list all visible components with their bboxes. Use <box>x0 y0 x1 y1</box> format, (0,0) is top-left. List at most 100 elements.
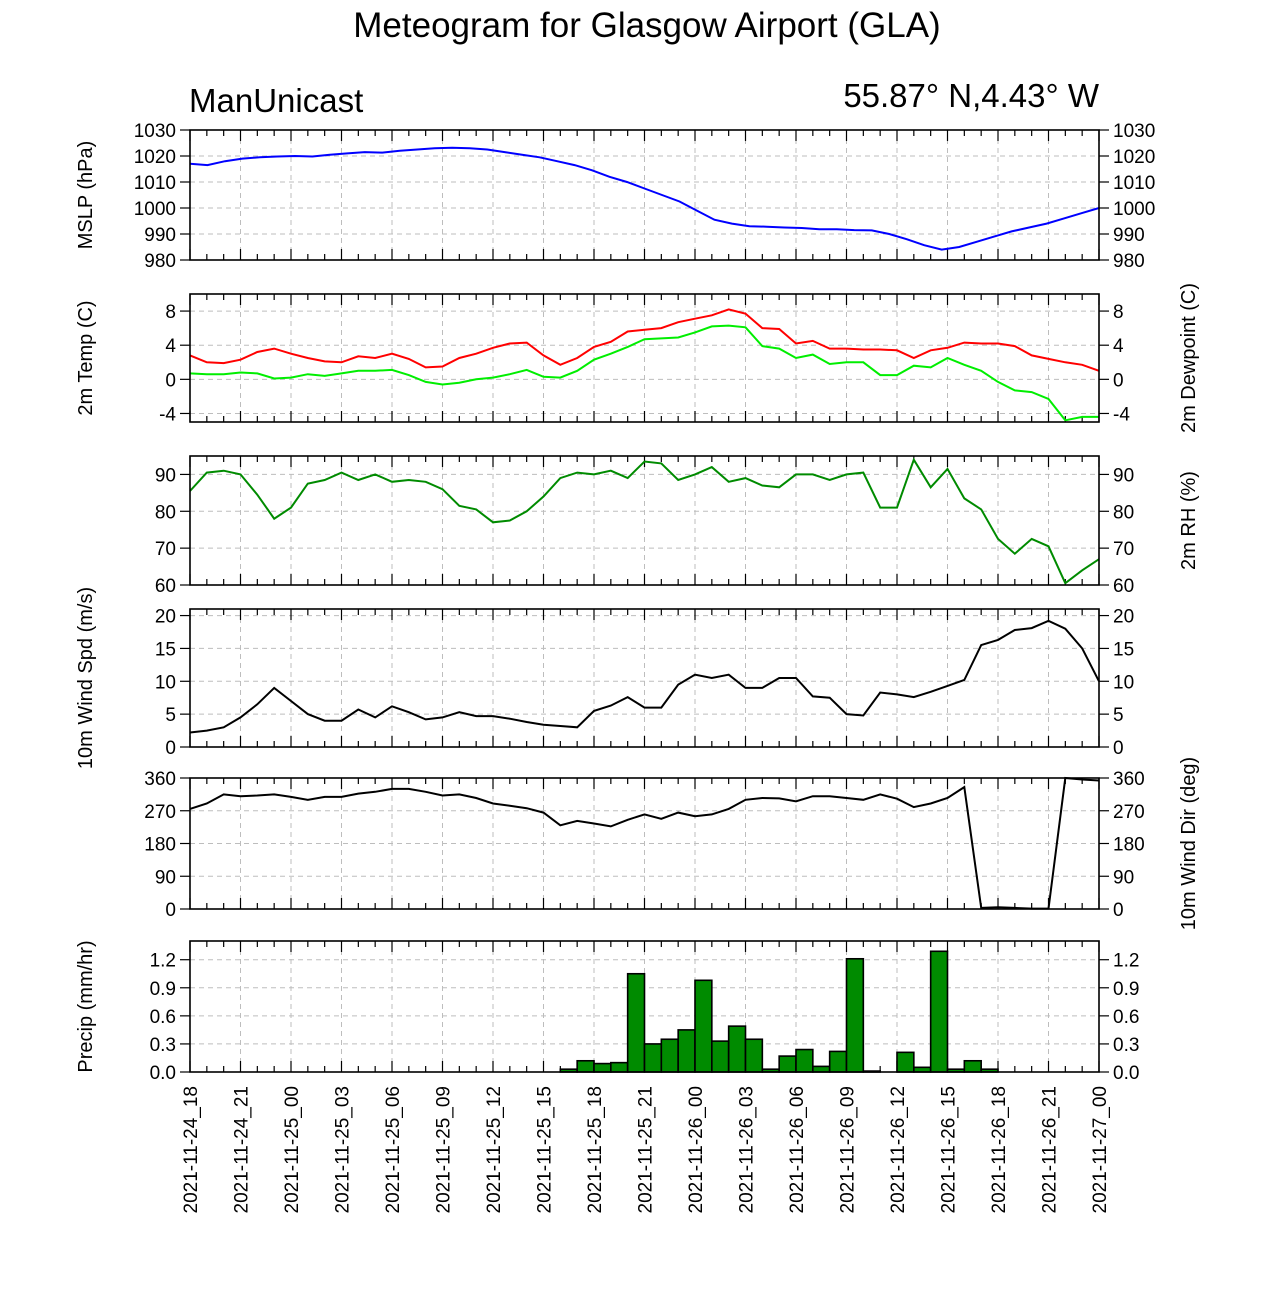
precip-ytick-label-left: 0.6 <box>150 1007 176 1028</box>
mslp-ytick-label-left: 990 <box>144 225 176 246</box>
wind_speed-ytick-label-right: 0 <box>1113 738 1124 759</box>
precip-bar <box>677 1029 696 1073</box>
mslp-ytick-label-right: 1020 <box>1113 147 1155 168</box>
wind_speed-ytick-label-left: 5 <box>165 705 176 726</box>
precip-frame <box>189 940 1100 1073</box>
wind_dir-ylabel-right: 10m Wind Dir (deg) <box>1178 757 1200 930</box>
wind_speed-series-wind_speed <box>189 619 1100 734</box>
precip-ytick-label-left: 0.9 <box>150 979 176 1000</box>
panel-rh: 60 60 70 70 80 80 90 90 2m RH (%) <box>155 455 1200 597</box>
x-tick-label: 2021-11-25_15 <box>535 1086 556 1213</box>
temp-ytick-label-left: -4 <box>159 404 176 425</box>
temp-frame <box>189 293 1100 423</box>
x-tick-label: 2021-11-25_12 <box>484 1086 505 1213</box>
x-tick-label: 2021-11-27_00 <box>1090 1086 1111 1213</box>
precip-bar <box>896 1051 915 1073</box>
rh-frame <box>189 455 1100 586</box>
mslp-ytick-label-right: 1000 <box>1113 199 1155 220</box>
precip-bar <box>963 1059 982 1073</box>
temp-ylabel-left: 2m Temp (C) <box>75 300 97 415</box>
location-label: 55.87° N,4.43° W <box>843 77 1100 114</box>
x-tick-label: 2021-11-26_15 <box>939 1086 960 1213</box>
precip-bar <box>593 1062 612 1073</box>
precip-bar <box>845 957 865 1073</box>
precip-ytick-label-left: 0.0 <box>150 1063 176 1084</box>
rh-ytick-label-left: 80 <box>155 502 176 523</box>
temp-ytick-label-right: 8 <box>1113 302 1124 323</box>
x-tick-label: 2021-11-26_21 <box>1040 1086 1061 1213</box>
temp-ytick-label-left: 0 <box>165 370 176 391</box>
panel-mslp: 980 980 990 990 1000 1000 1010 1010 1020 1020 1030… <box>75 121 1155 272</box>
wind_dir-ytick-label-left: 90 <box>155 867 176 888</box>
x-tick-label: 2021-11-26_03 <box>737 1086 758 1213</box>
mslp-ytick-label-right: 1010 <box>1113 173 1155 194</box>
precip-bar <box>694 979 713 1073</box>
temp-ytick-label-left: 4 <box>165 336 176 357</box>
precip-bar <box>828 1050 848 1073</box>
x-tick-label: 2021-11-26_06 <box>787 1086 808 1213</box>
precip-bar <box>643 1043 663 1073</box>
wind_dir-ytick-label-left: 270 <box>144 802 176 823</box>
x-tick-label: 2021-11-25_06 <box>383 1086 404 1213</box>
x-tick-label: 2021-11-25_18 <box>585 1086 606 1213</box>
wind_dir-ytick-label-right: 270 <box>1113 802 1145 823</box>
mslp-ytick-label-right: 1030 <box>1113 121 1155 142</box>
precip-ylabel-left: Precip (mm/hr) <box>75 940 97 1072</box>
temp-ytick-label-right: -4 <box>1113 404 1130 425</box>
panel-precip: 0.0 0.0 0.3 0.3 0.6 0.6 0.9 0.9 1.2 1.2 Precip (mm… <box>75 940 1139 1084</box>
mslp-ytick-label-left: 1000 <box>134 199 176 220</box>
wind_dir-ytick-label-left: 180 <box>144 835 176 856</box>
x-tick-label: 2021-11-24_18 <box>181 1086 202 1213</box>
rh-ytick-label-left: 70 <box>155 539 176 560</box>
rh-ytick-label-right: 70 <box>1113 539 1134 560</box>
wind_dir-ytick-label-right: 180 <box>1113 835 1145 856</box>
chart-title: Meteogram for Glasgow Airport (GLA) <box>353 6 940 45</box>
wind_dir-ytick-label-left: 0 <box>165 900 176 921</box>
wind_speed-ytick-label-right: 20 <box>1113 607 1134 628</box>
precip-ytick-label-left: 1.2 <box>150 951 176 972</box>
wind_dir-ytick-label-right: 360 <box>1113 769 1145 790</box>
wind_dir-ytick-label-left: 360 <box>144 769 176 790</box>
x-tick-label: 2021-11-24_21 <box>232 1086 253 1213</box>
wind_speed-ytick-label-right: 15 <box>1113 639 1134 660</box>
temp-ytick-label-right: 4 <box>1113 336 1124 357</box>
x-tick-label: 2021-11-26_18 <box>989 1086 1010 1213</box>
wind_dir-ytick-label-right: 90 <box>1113 867 1134 888</box>
precip-bar <box>610 1061 629 1073</box>
rh-ytick-label-left: 90 <box>155 465 176 486</box>
precip-ytick-label-right: 0.3 <box>1113 1035 1139 1056</box>
rh-ytick-label-left: 60 <box>155 576 176 597</box>
x-tick-label: 2021-11-26_00 <box>686 1086 707 1213</box>
mslp-ylabel-left: MSLP (hPa) <box>75 141 97 250</box>
wind_speed-ytick-label-right: 5 <box>1113 705 1124 726</box>
precip-bar <box>929 950 949 1073</box>
panel-wind_speed: 0 0 5 5 10 10 15 15 20 20 10m Wind Spd (m/s) <box>75 587 1134 769</box>
x-tick-label: 2021-11-25_09 <box>434 1086 455 1213</box>
temp-series-temp <box>189 308 1100 372</box>
x-tick-label: 2021-11-25_03 <box>333 1086 354 1213</box>
wind_speed-ylabel-left: 10m Wind Spd (m/s) <box>75 587 97 769</box>
panel-wind_dir: 0 0 90 90 180 180 270 270 360 360 10m Wind Dir (de… <box>144 757 1200 930</box>
temp-ytick-label-right: 0 <box>1113 370 1124 391</box>
precip-bar <box>576 1059 595 1073</box>
x-tick-label: 2021-11-25_21 <box>636 1086 657 1213</box>
precip-ytick-label-right: 1.2 <box>1113 951 1139 972</box>
precip-bar <box>795 1048 814 1073</box>
precip-ytick-label-left: 0.3 <box>150 1035 176 1056</box>
precip-ytick-label-right: 0.9 <box>1113 979 1139 1000</box>
rh-ylabel-right: 2m RH (%) <box>1178 471 1200 570</box>
mslp-ytick-label-left: 1020 <box>134 147 176 168</box>
precip-bar <box>711 1040 730 1073</box>
wind_speed-ytick-label-right: 10 <box>1113 672 1134 693</box>
precip-ytick-label-right: 0.6 <box>1113 1007 1139 1028</box>
temp-ylabel-right: 2m Dewpoint (C) <box>1178 283 1200 433</box>
precip-bar <box>812 1065 831 1073</box>
panel-temp: -4 -4 0 0 4 4 8 8 2m Temp (C) 2m Dewpoint (C) <box>75 283 1200 433</box>
rh-series-rh <box>189 457 1100 585</box>
x-tick-label: 2021-11-26_09 <box>838 1086 859 1213</box>
wind_speed-ytick-label-left: 0 <box>165 738 176 759</box>
precip-bar <box>660 1038 679 1073</box>
wind_dir-frame <box>189 777 1100 910</box>
wind_dir-series-wind_dir <box>189 776 1100 910</box>
